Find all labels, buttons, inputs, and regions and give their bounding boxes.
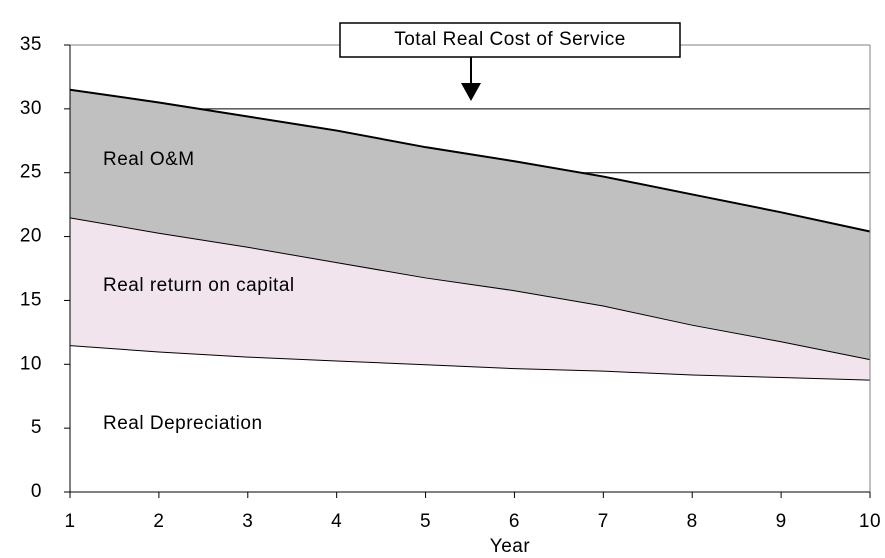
series-label: Real return on capital (103, 275, 295, 296)
y-tick-label: 25 (20, 162, 42, 183)
x-tick-label: 4 (331, 511, 342, 532)
annotation-arrowhead (461, 83, 481, 101)
series-label: Real O&M (103, 149, 195, 170)
series-label: Real Depreciation (103, 413, 263, 434)
x-tick-label: 9 (776, 511, 787, 532)
annotation-box (339, 22, 681, 58)
y-tick-label: 15 (20, 289, 42, 310)
x-tick-label: 2 (153, 511, 164, 532)
area (70, 217, 870, 380)
x-tick-label: 10 (859, 511, 881, 532)
x-tick-label: 7 (598, 511, 609, 532)
y-tick-label: 20 (20, 226, 42, 247)
area (70, 345, 870, 492)
y-tick-label: 30 (20, 98, 42, 119)
x-tick-label: 6 (509, 511, 520, 532)
y-tick-label: 5 (31, 417, 42, 438)
x-tick-label: 8 (687, 511, 698, 532)
y-tick-label: 35 (20, 34, 42, 55)
x-axis-label: Year (490, 536, 531, 557)
annotation: Total Real Cost of Service (394, 29, 626, 50)
y-tick-label: 0 (31, 481, 42, 502)
x-tick-label: 5 (420, 511, 431, 532)
area-line (69, 88, 871, 233)
x-tick-label: 3 (242, 511, 253, 532)
area (70, 89, 870, 360)
x-tick-label: 1 (64, 511, 75, 532)
y-tick-label: 10 (20, 353, 42, 374)
